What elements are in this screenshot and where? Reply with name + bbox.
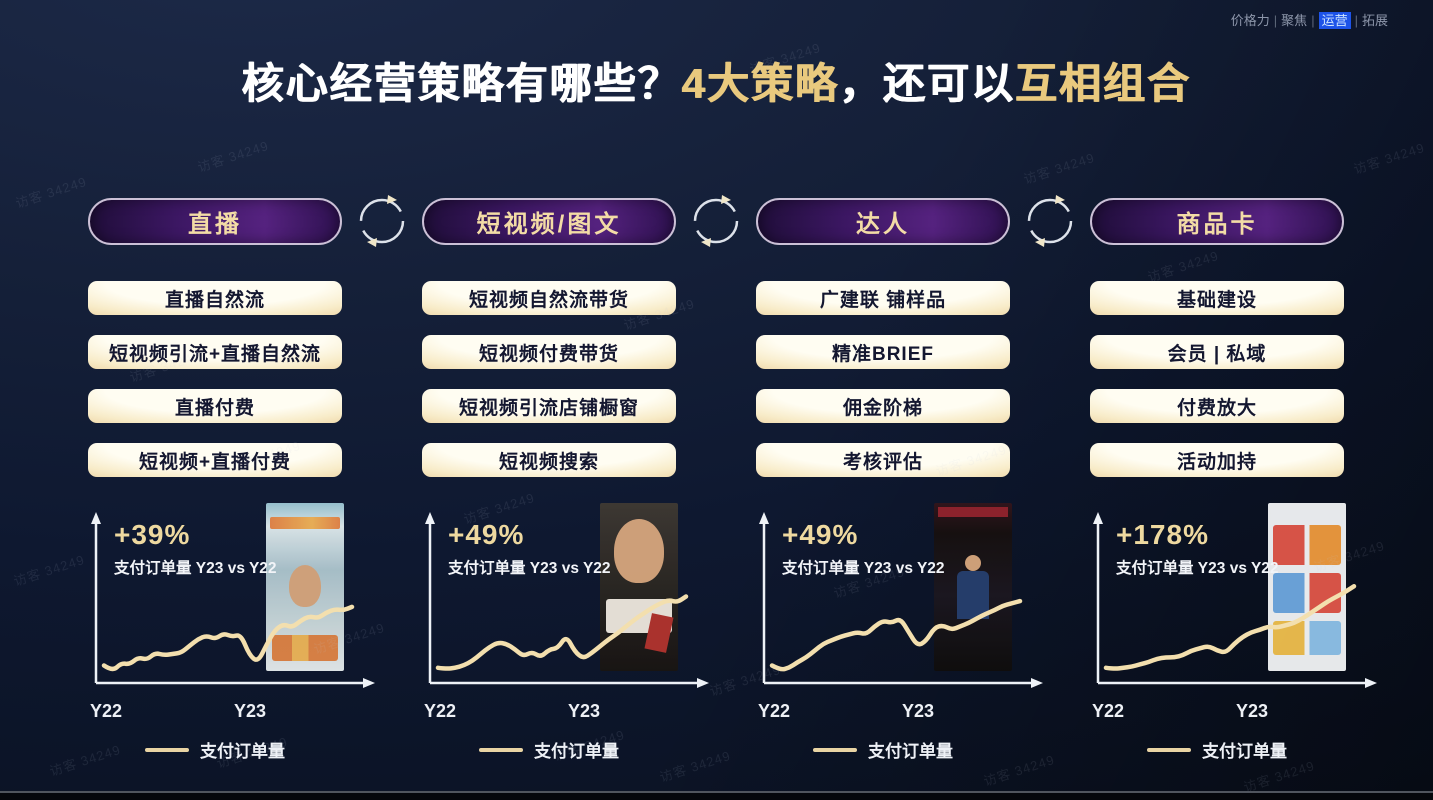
watermark: 访客 34249 [1021,149,1097,187]
line-chart [1093,512,1377,688]
column-product-card: 商品卡 基础建设 会员 | 私域 付费放大 活动加持 +178% 支付订单量 Y… [1090,198,1377,767]
strategy-button[interactable]: 基础建设 [1090,281,1344,315]
column-header-influencer[interactable]: 达人 [756,198,1010,245]
watermark: 访客 34249 [11,551,87,589]
nav-separator: | [1273,13,1278,28]
chart-subtitle: 支付订单量 Y23 vs Y22 [782,560,945,577]
chart-legend: 支付订单量 [1090,737,1344,762]
strategy-button[interactable]: 付费放大 [1090,389,1344,423]
strategy-button[interactable]: 会员 | 私域 [1090,335,1344,369]
strategy-button[interactable]: 佣金阶梯 [756,389,1010,423]
top-nav: 价格力 | 聚焦 | 运营 | 拓展 [1228,10,1391,29]
nav-item-operation-active[interactable]: 运营 [1318,12,1351,29]
livestream-thumbnail [266,503,344,671]
strategy-button[interactable]: 精准BRIEF [756,335,1010,369]
legend-label: 支付订单量 [1202,742,1287,761]
column-influencer: 达人 广建联 铺样品 精准BRIEF 佣金阶梯 考核评估 +49% 支付订单量 … [756,198,1043,767]
chart-subtitle: 支付订单量 Y23 vs Y22 [1116,560,1279,577]
chart-stat: +39% 支付订单量 Y23 vs Y22 [114,519,277,578]
strategy-button[interactable]: 直播自然流 [88,281,342,315]
chart-influencer: +49% 支付订单量 Y23 vs Y22 Y22 Y23 支付订单量 [756,503,1043,767]
chart-short-video: +49% 支付订单量 Y23 vs Y22 Y22 Y23 支付订单量 [422,503,709,767]
watermark: 访客 34249 [13,173,89,211]
nav-separator: | [1311,13,1315,28]
strategy-button[interactable]: 广建联 铺样品 [756,281,1010,315]
title-segment-four-strategies: 4大策略 [681,60,840,107]
chart-subtitle: 支付订单量 Y23 vs Y22 [448,560,611,577]
nav-item-pricing[interactable]: 价格力 [1230,13,1270,28]
nav-separator: | [1354,13,1358,28]
strategy-button[interactable]: 活动加持 [1090,443,1344,477]
line-chart [759,512,1043,688]
legend-label: 支付订单量 [534,742,619,761]
x-tick-y23: Y23 [902,701,935,721]
x-tick-y22: Y22 [1092,701,1125,721]
chart-live: +39% 支付订单量 Y23 vs Y22 Y22 Y23 支付订单量 [88,503,375,767]
strategy-button[interactable]: 短视频自然流带货 [422,281,676,315]
bottom-bar [0,791,1433,800]
strategy-button[interactable]: 短视频付费带货 [422,335,676,369]
legend-line-swatch [145,747,189,752]
strategy-grid: 直播 直播自然流 短视频引流+直播自然流 直播付费 短视频+直播付费 +39% … [88,195,1377,767]
page-title: 核心经营策略有哪些？4大策略，还可以互相组合 [0,50,1433,111]
chart-stat: +49% 支付订单量 Y23 vs Y22 [448,519,611,578]
chart-legend: 支付订单量 [88,737,342,762]
x-tick-y22: Y22 [758,701,791,721]
chart-stat: +49% 支付订单量 Y23 vs Y22 [782,519,945,578]
strategy-button[interactable]: 考核评估 [756,443,1010,477]
chart-legend: 支付订单量 [422,737,676,762]
title-segment-connector: ，还可以 [839,60,1016,107]
influencer-thumbnail [934,503,1012,671]
chart-stat: +178% 支付订单量 Y23 vs Y22 [1116,519,1279,578]
growth-value: +39% [114,519,191,550]
line-chart [425,512,709,688]
watermark: 访客 34249 [1351,139,1427,177]
x-tick-y22: Y22 [424,701,457,721]
legend-line-swatch [479,747,523,752]
x-tick-y23: Y23 [1236,701,1269,721]
column-header-live[interactable]: 直播 [88,198,342,245]
strategy-button[interactable]: 短视频+直播付费 [88,443,342,477]
nav-item-focus[interactable]: 聚焦 [1281,13,1308,28]
chart-product-card: +178% 支付订单量 Y23 vs Y22 Y22 Y23 支付订单量 [1090,503,1377,767]
x-tick-y23: Y23 [568,701,601,721]
title-segment-question: 核心经营策略有哪些？ [241,60,682,107]
cycle-arrows-icon [688,193,744,249]
line-chart [91,512,375,688]
short-video-thumbnail [600,503,678,671]
column-short-video: 短视频/图文 短视频自然流带货 短视频付费带货 短视频引流店铺橱窗 短视频搜索 … [422,198,709,767]
chart-legend: 支付订单量 [756,737,1010,762]
nav-item-expansion[interactable]: 拓展 [1361,13,1388,28]
chart-subtitle: 支付订单量 Y23 vs Y22 [114,560,277,577]
strategy-button[interactable]: 短视频搜索 [422,443,676,477]
title-segment-combine: 互相组合 [1015,60,1192,107]
cycle-arrows-icon [1022,193,1078,249]
product-card-thumbnail [1268,503,1346,671]
legend-line-swatch [813,747,857,752]
watermark: 访客 34249 [195,137,271,175]
strategy-button[interactable]: 短视频引流店铺橱窗 [422,389,676,423]
growth-value: +49% [782,519,859,550]
column-header-short-video[interactable]: 短视频/图文 [422,198,676,245]
column-header-product-card[interactable]: 商品卡 [1090,198,1344,245]
legend-label: 支付订单量 [868,742,953,761]
column-live: 直播 直播自然流 短视频引流+直播自然流 直播付费 短视频+直播付费 +39% … [88,198,375,767]
strategy-button[interactable]: 直播付费 [88,389,342,423]
x-tick-y23: Y23 [234,701,267,721]
strategy-button[interactable]: 短视频引流+直播自然流 [88,335,342,369]
cycle-arrows-icon [354,193,410,249]
legend-label: 支付订单量 [200,742,285,761]
growth-value: +49% [448,519,525,550]
x-tick-y22: Y22 [90,701,123,721]
legend-line-swatch [1147,747,1191,752]
growth-value: +178% [1116,519,1209,550]
